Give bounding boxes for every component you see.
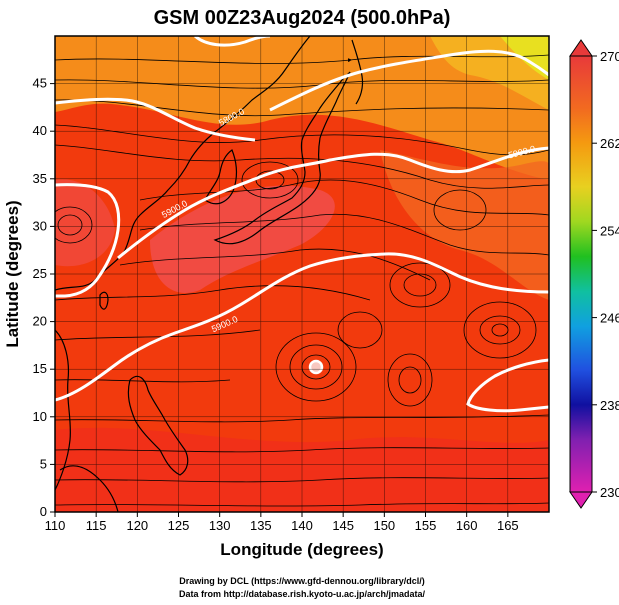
colorbar-ticks: 270 262 254 246 238 230 — [592, 49, 619, 500]
vortex — [289, 344, 343, 390]
colorbar-tick-label: 254 — [600, 223, 619, 238]
vortex — [337, 311, 383, 349]
y-tick-label: 25 — [33, 266, 47, 281]
vortex — [57, 214, 83, 236]
grid-lines — [55, 36, 549, 512]
contour-5800-mid — [269, 49, 549, 112]
x-tick-label: 155 — [415, 518, 437, 533]
y-tick-label: 20 — [33, 314, 47, 329]
colorbar-tick-label: 270 — [600, 49, 619, 64]
y-tick-label: 35 — [33, 171, 47, 186]
colorbar-tick-label: 262 — [600, 136, 619, 151]
colorbar-top-arrow — [569, 39, 593, 57]
contour-5800-west — [55, 97, 256, 142]
plot-area: 5800.0 5900.0 5900.0 5900.0 — [55, 36, 549, 512]
x-tick-label: 135 — [250, 518, 272, 533]
y-tick-label: 40 — [33, 123, 47, 138]
x-tick-label: 145 — [332, 518, 354, 533]
vortex — [463, 301, 537, 359]
vortex — [433, 189, 487, 231]
streamline — [139, 179, 549, 216]
contour-5900-west — [55, 183, 121, 298]
height-contours — [55, 36, 549, 413]
vortex — [301, 354, 331, 380]
vortex — [241, 161, 299, 199]
streamline — [55, 124, 549, 156]
y-tick-label: 10 — [33, 409, 47, 424]
streamline — [55, 502, 549, 507]
streamlines — [55, 54, 549, 507]
y-tick-label: 45 — [33, 76, 47, 91]
credit-line-1: Drawing by DCL (https://www.gfd-dennou.o… — [179, 576, 425, 586]
y-tick-label: 5 — [40, 456, 47, 471]
x-tick-label: 165 — [497, 518, 519, 533]
vortex — [398, 366, 422, 394]
colorbar: 270 262 254 246 238 230 — [569, 39, 619, 509]
contour-5900-east — [466, 358, 549, 413]
colorbar-gradient — [569, 55, 593, 493]
y-tick-label: 15 — [33, 361, 47, 376]
colorbar-bottom-arrow — [569, 491, 593, 509]
y-axis: 0 5 10 15 20 25 30 35 40 45 — [33, 76, 55, 519]
coastline-indochina — [55, 329, 72, 491]
credit-line-2: Data from http://database.rish.kyoto-u.a… — [179, 589, 426, 599]
y-tick-label: 30 — [33, 218, 47, 233]
vortex — [403, 273, 437, 297]
streamline — [55, 285, 371, 301]
streamline — [55, 99, 549, 117]
x-tick-label: 115 — [86, 518, 107, 533]
x-tick-label: 140 — [291, 518, 313, 533]
streamline — [55, 144, 549, 189]
streamline — [55, 329, 261, 341]
temperature-field-west-core — [55, 179, 115, 267]
streamline — [55, 379, 231, 383]
contour-5900-south — [55, 252, 549, 402]
colorbar-tick-label: 238 — [600, 398, 619, 413]
typhoon-eye — [308, 359, 324, 375]
x-tick-label: 160 — [456, 518, 478, 533]
y-tick-label: 0 — [40, 504, 47, 519]
x-tick-label: 125 — [168, 518, 190, 533]
vortex — [275, 332, 357, 402]
coastline-sakhalin — [351, 39, 364, 105]
x-tick-label: 150 — [373, 518, 395, 533]
colorbar-tick-label: 246 — [600, 311, 619, 326]
streamline — [139, 213, 549, 256]
x-tick-label: 130 — [209, 518, 231, 533]
streamline — [55, 414, 549, 423]
y-axis-label: Latitude (degrees) — [3, 200, 22, 347]
x-tick-label: 120 — [126, 518, 148, 533]
colorbar-tick-label: 230 — [600, 485, 619, 500]
coastline-korea — [204, 149, 238, 205]
vortex — [387, 353, 433, 407]
chart-title: GSM 00Z23Aug2024 (500.0hPa) — [154, 7, 451, 29]
vortex — [55, 206, 93, 244]
x-axis-label: Longitude (degrees) — [220, 540, 383, 559]
streamline — [119, 248, 431, 281]
vortex — [479, 315, 521, 345]
streamline — [55, 477, 549, 483]
contour-5900-mid — [117, 146, 549, 260]
streamline — [55, 54, 549, 64]
x-tick-label: 110 — [45, 518, 66, 533]
vortex — [491, 323, 509, 337]
x-axis: 110 115 120 125 130 135 140 145 150 155 160 165 — [45, 512, 519, 533]
coastline-taiwan — [99, 291, 109, 310]
vortex — [389, 262, 451, 308]
streamline — [55, 447, 549, 453]
coastline-china — [55, 36, 311, 291]
